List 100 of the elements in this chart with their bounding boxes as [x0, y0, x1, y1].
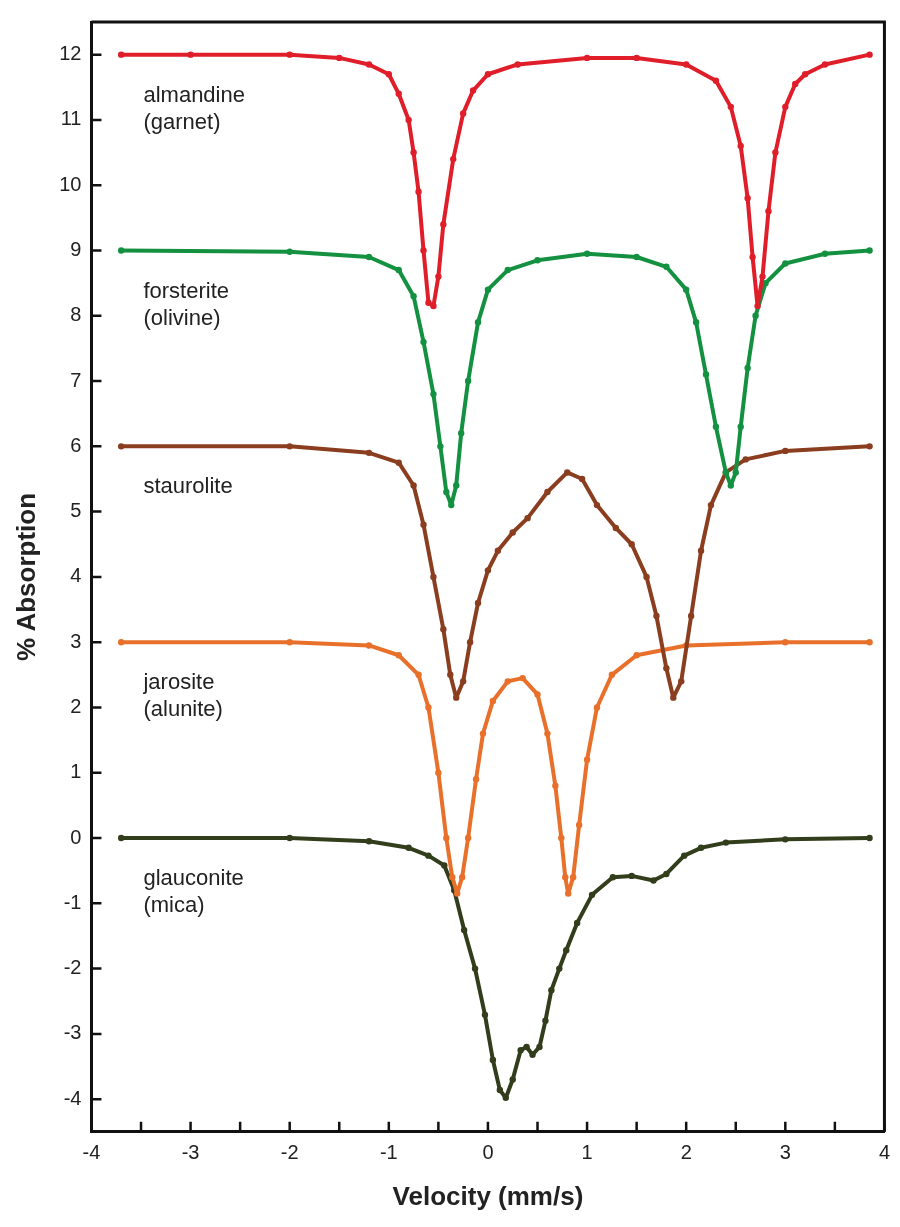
point	[509, 529, 516, 536]
point	[420, 247, 427, 254]
y-tick-label: -3	[63, 1021, 82, 1044]
point	[286, 443, 293, 450]
point	[517, 1047, 524, 1054]
point	[682, 286, 690, 293]
y-tick-label: 9	[70, 238, 82, 260]
series-label: staurolite	[143, 473, 233, 499]
point	[489, 1056, 497, 1064]
point	[458, 874, 466, 881]
point	[578, 475, 586, 483]
series-label: glauconite (mica)	[143, 865, 244, 918]
point	[821, 250, 829, 257]
point	[509, 1076, 516, 1083]
series-label: jarosite (alunite)	[142, 669, 223, 722]
y-axis-title: % Absorption	[10, 492, 41, 661]
point	[653, 612, 660, 620]
point	[385, 71, 393, 78]
point	[752, 312, 759, 319]
point	[474, 599, 482, 607]
point	[440, 221, 447, 228]
point	[117, 443, 125, 450]
point	[732, 469, 739, 476]
point	[782, 260, 789, 267]
point	[443, 834, 450, 842]
y-tick-label: -4	[63, 1086, 82, 1109]
point	[286, 638, 293, 646]
point	[449, 874, 456, 881]
y-tick-label: 11	[60, 107, 82, 130]
point	[692, 319, 700, 326]
point	[558, 834, 565, 842]
point	[663, 665, 670, 672]
x-tick-label: -1	[379, 1141, 398, 1164]
point	[464, 377, 472, 385]
point	[727, 103, 734, 111]
point	[286, 248, 293, 255]
point	[459, 678, 467, 685]
point	[484, 567, 492, 574]
y-tick-label: 3	[70, 629, 82, 652]
point	[365, 642, 373, 649]
point	[336, 54, 343, 62]
point	[608, 671, 616, 679]
point	[562, 874, 569, 881]
point	[754, 302, 761, 310]
point	[494, 547, 502, 554]
point	[410, 292, 417, 300]
y-tick-label: 0	[70, 825, 82, 848]
point	[633, 652, 640, 659]
series-label: almandine (garnet)	[143, 81, 245, 134]
point	[524, 514, 531, 522]
point	[782, 638, 789, 646]
point	[712, 423, 720, 430]
point	[117, 247, 125, 254]
point	[425, 299, 432, 306]
point	[727, 482, 734, 489]
point	[697, 844, 705, 852]
point	[866, 638, 873, 646]
point	[765, 208, 772, 215]
point	[405, 844, 412, 852]
point	[450, 155, 457, 163]
point	[365, 449, 373, 457]
point	[569, 874, 577, 881]
point	[430, 302, 437, 310]
point	[519, 674, 526, 682]
point	[772, 149, 779, 156]
point	[744, 364, 751, 372]
point	[633, 54, 640, 62]
point	[583, 756, 591, 763]
series-label: forsterite (olivine)	[143, 277, 230, 330]
point	[697, 547, 705, 554]
point	[583, 250, 591, 257]
point	[496, 1086, 504, 1094]
point	[536, 1043, 543, 1051]
point	[663, 263, 670, 271]
point	[529, 1051, 536, 1058]
point	[469, 87, 477, 94]
point	[395, 459, 402, 466]
point	[583, 54, 591, 62]
point	[593, 704, 601, 711]
point	[504, 678, 511, 685]
point	[712, 77, 720, 84]
point	[742, 456, 749, 463]
point	[821, 61, 829, 68]
x-tick-label: 1	[581, 1141, 593, 1164]
y-tick-label: 1	[70, 760, 82, 783]
point	[514, 61, 521, 68]
point	[759, 273, 766, 280]
point	[564, 469, 571, 476]
x-tick-label: 0	[482, 1141, 494, 1164]
point	[609, 874, 617, 881]
point	[415, 671, 422, 679]
x-tick-label: -3	[181, 1141, 200, 1164]
point	[435, 769, 442, 776]
point	[744, 195, 751, 202]
point	[430, 390, 437, 398]
point	[678, 678, 685, 685]
point	[643, 573, 650, 581]
point	[792, 80, 799, 88]
point	[682, 61, 690, 68]
point	[481, 1011, 489, 1019]
